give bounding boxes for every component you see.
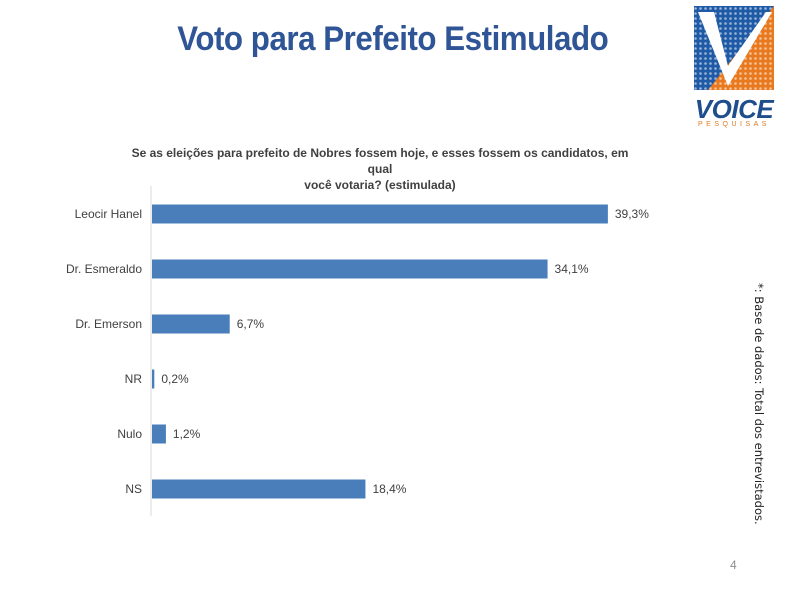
bar (152, 204, 608, 224)
side-note: *: Base de dados: Total dos entrevistado… (752, 283, 766, 525)
category-label: NR (125, 372, 143, 386)
bar (152, 259, 548, 279)
category-label: Leocir Hanel (75, 207, 142, 221)
data-label: 6,7% (237, 317, 265, 331)
data-label: 18,4% (372, 482, 406, 496)
chart-title: Se as eleições para prefeito de Nobres f… (120, 145, 640, 193)
bar (152, 314, 230, 334)
category-label: Nulo (117, 427, 142, 441)
bar (152, 369, 155, 389)
chart-title-line-2: você votaria? (estimulada) (304, 178, 456, 192)
data-label: 34,1% (555, 262, 589, 276)
data-label: 0,2% (161, 372, 189, 386)
category-label: Dr. Esmeraldo (66, 262, 142, 276)
chart-title-line-1: Se as eleições para prefeito de Nobres f… (131, 146, 629, 176)
slide-title: Voto para Prefeito Estimulado (177, 20, 609, 58)
data-label: 39,3% (615, 207, 649, 221)
data-label: 1,2% (173, 427, 201, 441)
bar (152, 424, 166, 444)
page-number: 4 (730, 558, 737, 572)
logo-word: VOICE (694, 94, 774, 124)
voice-logo-icon (694, 6, 774, 90)
category-label: NS (125, 482, 142, 496)
logo-subtitle: PESQUISAS (698, 121, 770, 128)
bar (152, 479, 366, 499)
category-label: Dr. Emerson (75, 317, 142, 331)
